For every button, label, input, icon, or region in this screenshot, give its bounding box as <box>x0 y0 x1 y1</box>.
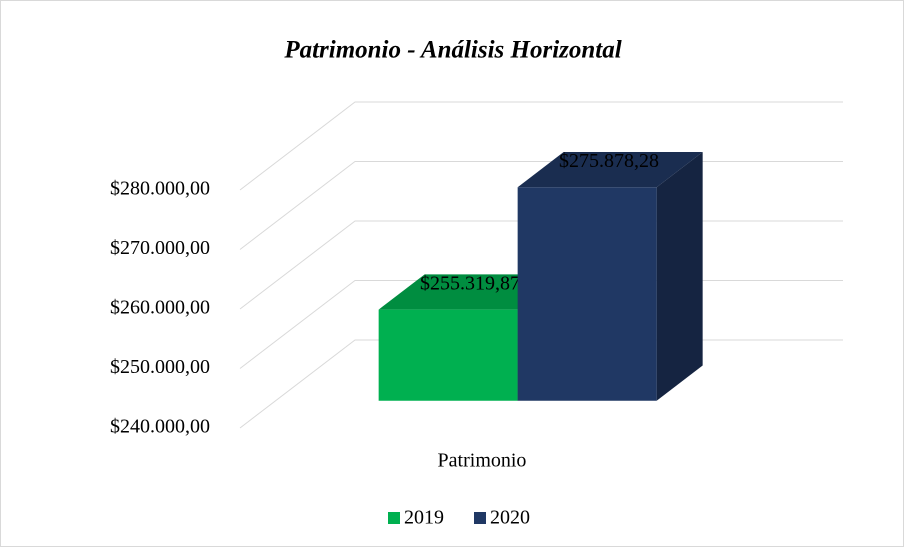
legend-label: 2020 <box>490 507 530 529</box>
grid-line <box>239 101 843 191</box>
y-tick-label: $270.000,00 <box>110 237 210 259</box>
bar-side <box>656 152 703 401</box>
legend-swatch <box>474 512 486 524</box>
bar <box>517 152 703 401</box>
bar-top <box>517 152 703 188</box>
y-tick-label: $260.000,00 <box>110 297 210 319</box>
data-label: $255.319,87 <box>420 272 520 294</box>
y-tick-label: $280.000,00 <box>110 178 210 200</box>
bar-top <box>378 274 564 310</box>
legend-swatch <box>388 512 400 524</box>
y-tick-label: $240.000,00 <box>110 416 210 438</box>
x-tick-label: Patrimonio <box>438 450 527 472</box>
y-tick-label: $250.000,00 <box>110 356 210 378</box>
data-label: $275.878,28 <box>559 150 659 172</box>
bar-front <box>517 187 657 401</box>
legend-label: 2019 <box>404 507 444 529</box>
chart-title: Patrimonio - Análisis Horizontal <box>283 37 621 64</box>
bar-front <box>378 309 518 401</box>
